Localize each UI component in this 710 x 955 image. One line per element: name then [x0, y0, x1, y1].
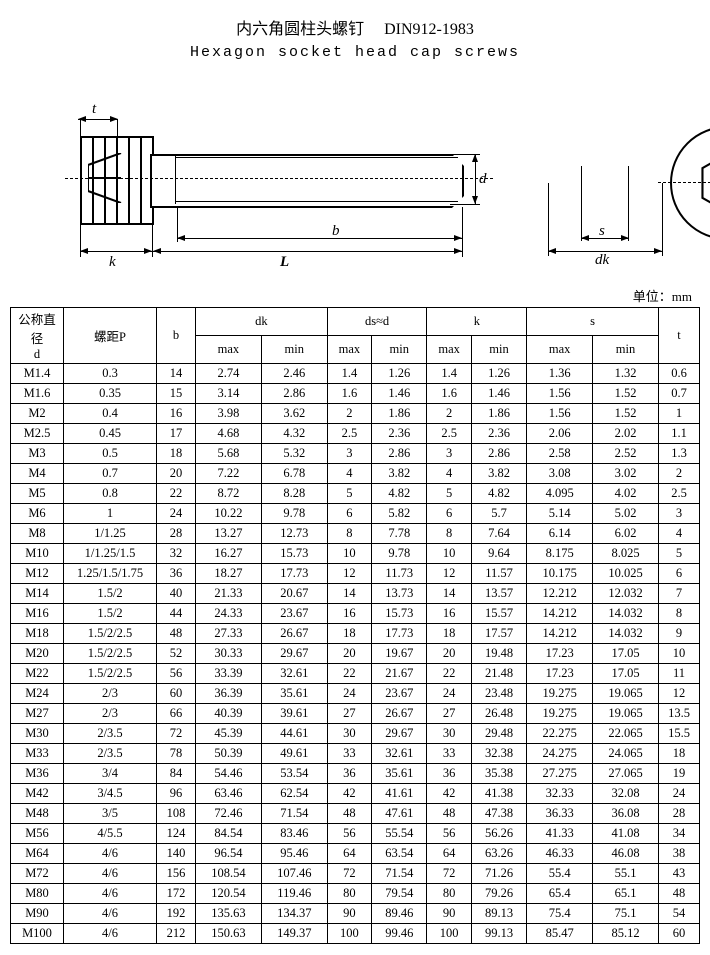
table-row: M50.8228.728.2854.8254.824.0954.022.5 — [11, 484, 700, 504]
table-row: M904/6192135.63134.379089.469089.1375.47… — [11, 904, 700, 924]
col-k: k — [427, 308, 527, 336]
table-row: M30.5185.685.3232.8632.862.582.521.3 — [11, 444, 700, 464]
table-row: M2.50.45174.684.322.52.362.52.362.062.02… — [11, 424, 700, 444]
table-row: M363/48454.4653.543635.613635.3827.27527… — [11, 764, 700, 784]
table-row: M564/5.512484.5483.465655.545656.2641.33… — [11, 824, 700, 844]
col-d: 公称直径 d — [11, 308, 64, 364]
table-row: M1.40.3142.742.461.41.261.41.261.361.320… — [11, 364, 700, 384]
table-row: M423/4.59663.4662.544241.614241.3832.333… — [11, 784, 700, 804]
col-ds: ds≈d — [327, 308, 427, 336]
table-row: M121.25/1.5/1.753618.2717.731211.731211.… — [11, 564, 700, 584]
table-row: M332/3.57850.3949.613332.613332.3824.275… — [11, 744, 700, 764]
table-row: M242/36036.3935.612423.672423.4819.27519… — [11, 684, 700, 704]
col-p: 螺距P — [64, 308, 157, 364]
spec-table: 公称直径 d 螺距P b dk ds≈d k s t maxmin maxmin… — [10, 307, 700, 944]
table-row: M612410.229.7865.8265.75.145.023 — [11, 504, 700, 524]
table-row: M1.60.35153.142.861.61.461.61.461.561.52… — [11, 384, 700, 404]
table-row: M81/1.252813.2712.7387.7887.646.146.024 — [11, 524, 700, 544]
dim-dk: dk — [595, 252, 609, 269]
table-row: M272/36640.3939.612726.672726.4819.27519… — [11, 704, 700, 724]
table-row: M161.5/24424.3323.671615.731615.5714.212… — [11, 604, 700, 624]
technical-diagram: t k L b d s dk — [10, 71, 700, 281]
unit-label: 单位：mm — [10, 286, 700, 305]
table-row: M221.5/2/2.55633.3932.612221.672221.4817… — [11, 664, 700, 684]
table-row: M40.7207.226.7843.8243.823.083.022 — [11, 464, 700, 484]
dim-L: L — [280, 254, 289, 271]
title-cn: 内六角圆柱头螺钉 DIN912-1983 — [10, 15, 700, 39]
table-row: M644/614096.5495.466463.546463.2646.3346… — [11, 844, 700, 864]
table-row: M101/1.25/1.53216.2715.73109.78109.648.1… — [11, 544, 700, 564]
table-row: M1004/6212150.63149.3710099.4610099.1385… — [11, 924, 700, 944]
col-b: b — [157, 308, 196, 364]
table-row: M201.5/2/2.55230.3329.672019.672019.4817… — [11, 644, 700, 664]
dim-k: k — [109, 254, 116, 271]
col-s: s — [527, 308, 659, 336]
col-dk: dk — [196, 308, 328, 336]
title-en: Hexagon socket head cap screws — [10, 44, 700, 61]
dim-t: t — [92, 101, 96, 118]
table-row: M181.5/2/2.54827.3326.671817.731817.5714… — [11, 624, 700, 644]
table-row: M302/3.57245.3944.613029.673029.4822.275… — [11, 724, 700, 744]
table-row: M141.5/24021.3320.671413.731413.5712.212… — [11, 584, 700, 604]
table-row: M724/6156108.54107.467271.547271.2655.45… — [11, 864, 700, 884]
dim-d: d — [479, 171, 487, 188]
table-row: M804/6172120.54119.468079.548079.2665.46… — [11, 884, 700, 904]
table-row: M20.4163.983.6221.8621.861.561.521 — [11, 404, 700, 424]
col-t: t — [659, 308, 700, 364]
table-row: M483/510872.4671.544847.614847.3836.3336… — [11, 804, 700, 824]
